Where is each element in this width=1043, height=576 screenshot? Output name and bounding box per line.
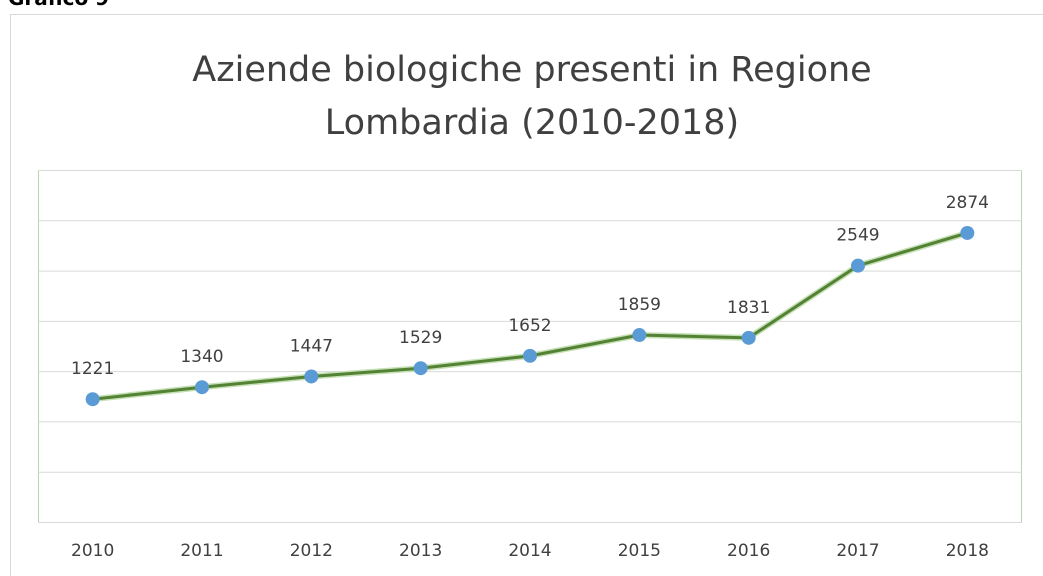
x-tick-label: 2013 xyxy=(399,541,442,561)
x-tick-label: 2016 xyxy=(727,541,770,561)
x-tick-label: 2018 xyxy=(946,541,989,561)
point-marker xyxy=(304,369,319,384)
data-label: 1529 xyxy=(399,328,442,348)
data-label: 1447 xyxy=(290,336,333,356)
x-tick-label: 2012 xyxy=(290,541,333,561)
data-label: 1859 xyxy=(618,295,661,315)
data-label: 1652 xyxy=(508,316,551,336)
data-label: 1340 xyxy=(180,347,223,367)
header: Grafico 9 xyxy=(8,0,109,10)
x-tick-label: 2010 xyxy=(71,541,114,561)
point-marker xyxy=(523,348,537,363)
x-tick-label: 2014 xyxy=(508,541,551,561)
x-tick-label: 2015 xyxy=(618,541,661,561)
chart-title: Aziende biologiche presenti in Regione L… xyxy=(192,50,872,143)
point-marker xyxy=(960,225,975,240)
point-marker xyxy=(195,380,209,395)
x-tick-label: 2011 xyxy=(180,541,223,561)
point-marker xyxy=(741,330,756,345)
point-marker xyxy=(851,258,865,273)
data-label: 2874 xyxy=(946,193,989,213)
point-marker xyxy=(632,328,647,343)
x-tick-label: 2017 xyxy=(836,541,879,561)
chart-border xyxy=(10,14,1043,576)
point-marker xyxy=(85,392,100,407)
point-marker xyxy=(413,361,428,376)
data-label: 1831 xyxy=(727,298,770,318)
data-label: 2549 xyxy=(836,226,879,246)
data-label: 1221 xyxy=(71,359,114,379)
